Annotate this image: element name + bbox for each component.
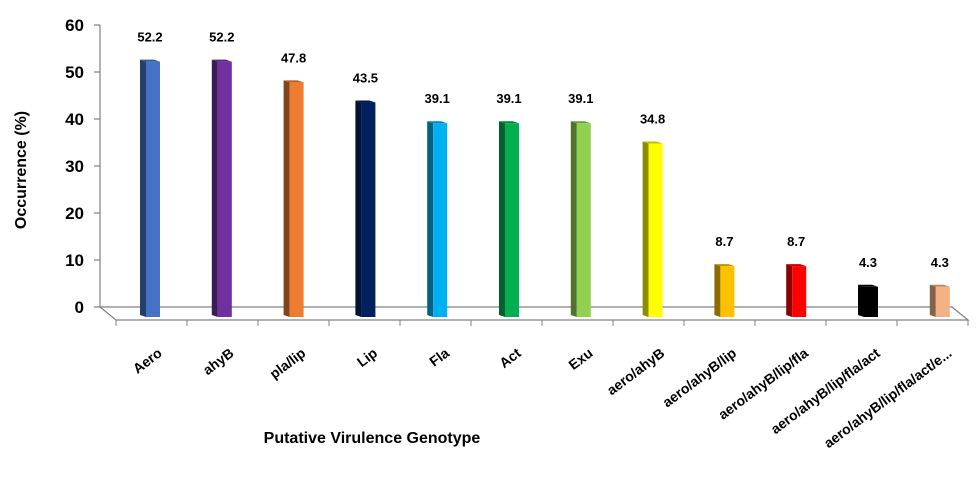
x-axis-title: Putative Virulence Genotype: [264, 430, 481, 447]
data-label: 8.7: [787, 234, 805, 249]
bar-9: [792, 266, 807, 317]
y-tick-label: 0: [75, 298, 84, 317]
bar-0: [146, 61, 160, 317]
category-label: Lip: [354, 345, 380, 370]
bar-3: [361, 102, 376, 317]
bar-10: [864, 286, 878, 317]
category-label: Exu: [565, 345, 595, 373]
bar-side-11: [929, 284, 936, 317]
bar-side-8: [714, 264, 721, 317]
bar-2: [289, 82, 304, 317]
chart-bars: [140, 59, 950, 317]
bar-side-4: [427, 121, 434, 317]
bar-11: [935, 286, 950, 317]
bar-side-5: [499, 121, 505, 317]
data-label: 34.8: [640, 111, 665, 126]
data-label: 52.2: [209, 30, 234, 45]
bar-top-9: [786, 264, 807, 267]
bar-side-6: [570, 121, 577, 317]
category-label: Fla: [426, 344, 452, 369]
bar-side-3: [355, 100, 362, 317]
data-label: 52.2: [137, 30, 162, 45]
y-tick-label: 60: [65, 16, 84, 35]
bar-side-10: [858, 284, 864, 317]
bar-top-3: [355, 100, 376, 103]
y-tick-label: 40: [65, 110, 84, 129]
bar-top-11: [929, 284, 950, 287]
category-label: Aero: [130, 345, 165, 377]
bar-8: [720, 266, 735, 317]
bar-top-8: [714, 264, 735, 267]
data-label: 47.8: [281, 50, 306, 65]
bar-side-9: [786, 264, 793, 317]
bar-top-4: [427, 121, 448, 124]
bar-top-7: [642, 141, 663, 144]
bar-1: [217, 61, 232, 317]
bar-top-5: [499, 121, 519, 124]
bar-4: [433, 123, 448, 317]
bar-top-0: [140, 59, 160, 62]
y-tick-label: 30: [65, 157, 84, 176]
y-tick-label: 10: [65, 251, 84, 270]
chart-labels: 52.2 Aero 52.2 ahyB 47.8 pla/lip 43.5 Lip 39.1 Fl…: [130, 30, 955, 451]
data-label: 39.1: [496, 91, 521, 106]
category-label: ahyB: [200, 345, 237, 378]
bar-side-1: [211, 59, 218, 317]
bar-side-2: [283, 80, 290, 317]
data-label: 4.3: [859, 255, 877, 270]
data-label: 4.3: [931, 255, 949, 270]
data-label: 39.1: [568, 91, 593, 106]
bar-5: [505, 123, 519, 317]
chart-axes: 0 10 20 30 40 50 60: [65, 16, 970, 326]
bar-side-7: [642, 141, 649, 317]
bar-top-1: [211, 59, 232, 62]
category-label: aero/ahyB: [604, 345, 668, 399]
bar-7: [648, 143, 663, 317]
bar-top-2: [283, 80, 304, 83]
y-tick-label: 50: [65, 63, 84, 82]
category-label: Act: [496, 344, 524, 371]
y-tick-label: 20: [65, 204, 84, 223]
data-label: 8.7: [715, 234, 733, 249]
bar-side-0: [140, 59, 146, 317]
bar-6: [576, 123, 591, 317]
category-label: pla/lip: [266, 345, 308, 382]
bar-top-6: [570, 121, 591, 124]
y-axis-title: Occurrence (%): [13, 111, 30, 229]
category-label: aero/ahyB/lip/fla/act/e...: [821, 345, 955, 451]
data-label: 43.5: [353, 71, 378, 86]
data-label: 39.1: [425, 91, 450, 106]
bar-top-10: [858, 284, 878, 287]
